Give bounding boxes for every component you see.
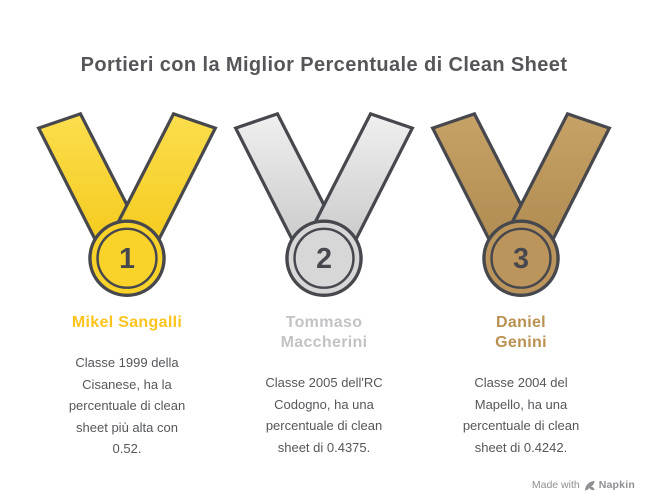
- medal-rank-number: 3: [513, 243, 529, 275]
- medalist-name: Daniel Genini: [495, 313, 547, 353]
- medalist-description-line: percentuale di clean: [462, 418, 580, 433]
- medalist-name-line: Mikel Sangalli: [71, 314, 183, 331]
- medals-row: 1 Mikel Sangalli Classe 1999 della Cisane…: [0, 111, 648, 460]
- medal-inner-ring: [96, 227, 158, 289]
- medal-disc: [285, 219, 363, 298]
- medal-rank-number: 1: [119, 243, 135, 275]
- napkin-brand-label: Napkin: [598, 479, 635, 491]
- medal-column: 1 Mikel Sangalli Classe 1999 della Cisane…: [32, 111, 222, 460]
- medalist-description-line: Classe 1999 della: [75, 355, 179, 370]
- made-with-label: Made with: [531, 479, 580, 491]
- medalist-name: Tommaso Maccherini: [281, 313, 368, 353]
- medalist-name-line: Daniel: [496, 314, 546, 331]
- medal-disc: [482, 219, 560, 298]
- made-with-napkin-badge[interactable]: Made with Napkin: [532, 479, 635, 491]
- medalist-description-line: sheet più alta con: [76, 419, 178, 435]
- medalist-name-line: Tommaso: [285, 314, 363, 331]
- medalist-description-line: Mapello, ha una: [474, 396, 568, 412]
- silver-medal-icon: 2: [233, 111, 415, 298]
- medalist-name-line: Maccherini: [280, 334, 368, 351]
- medalist-description-line: Codogno, ha una: [274, 396, 374, 412]
- medalist-description-line: Cisanese, ha la: [82, 376, 172, 392]
- medalist-description-line: sheet di 0.4375.: [277, 439, 371, 455]
- medalist-description: Classe 2004 del Mapello, ha una percentual…: [463, 372, 579, 458]
- medal-rank-number: 2: [316, 243, 332, 275]
- medal-column: 3 Daniel Genini Classe 2004 del Mapello, h…: [426, 111, 616, 460]
- bronze-medal-icon: 3: [430, 111, 612, 298]
- medalist-description-line: Classe 2005 dell'RC: [265, 375, 383, 390]
- gold-medal-icon: 1: [36, 111, 218, 298]
- medalist-description-line: 0.52.: [112, 441, 142, 456]
- napkin-pen-icon: [584, 480, 595, 491]
- medalist-description-line: sheet di 0.4242.: [474, 439, 568, 455]
- medalist-name-line: Genini: [495, 334, 547, 351]
- medal-inner-ring: [490, 227, 552, 289]
- medal-column: 2 Tommaso Maccherini Classe 2005 dell'RC C…: [229, 111, 419, 460]
- medalist-description: Classe 2005 dell'RC Codogno, ha una percen…: [265, 372, 382, 458]
- medalist-description: Classe 1999 della Cisanese, ha la percentu…: [69, 352, 185, 460]
- medalist-description-line: percentuale di clean: [68, 398, 186, 413]
- page-title: Portieri con la Miglior Percentuale di C…: [80, 54, 568, 76]
- medalist-description-line: Classe 2004 del: [474, 375, 568, 390]
- medal-inner-ring: [293, 227, 355, 289]
- medalist-name: Mikel Sangalli: [72, 313, 182, 333]
- medal-disc: [88, 219, 166, 298]
- medalist-description-line: percentuale di clean: [265, 418, 383, 433]
